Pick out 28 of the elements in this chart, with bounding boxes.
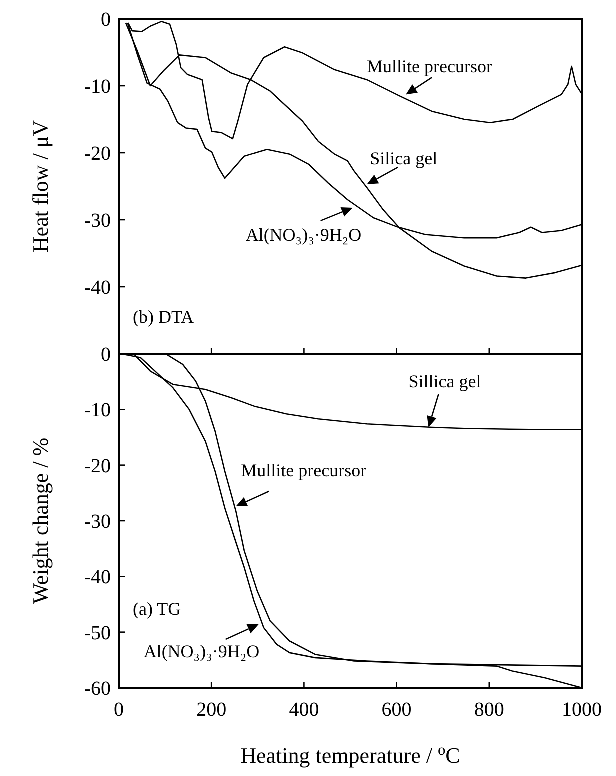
x-tick-label: 1000 — [562, 699, 602, 721]
annotation: (b) DTA — [133, 307, 194, 327]
x-tick-label: 600 — [382, 699, 412, 721]
y-tick-label: -20 — [84, 143, 111, 165]
y-axis-title: Weight change / % — [28, 438, 53, 604]
y-tick-label: -10 — [84, 76, 111, 98]
y-tick-label: 0 — [101, 9, 111, 31]
y-tick-label: -40 — [84, 277, 111, 299]
x-tick-label: 400 — [289, 699, 320, 721]
annotation: Al(NO₃)₃·9H₂O — [144, 642, 260, 662]
annotation: Sillica gel — [408, 371, 482, 392]
y-tick-label: -20 — [84, 455, 111, 478]
annotation: Mullite precursor — [367, 56, 493, 77]
y-tick-label: -10 — [84, 400, 111, 422]
x-tick-label: 800 — [474, 699, 504, 721]
y-tick-label: -30 — [84, 511, 111, 533]
y-tick-label: -40 — [84, 566, 111, 589]
y-tick-label: -50 — [84, 622, 111, 644]
y-tick-label: -30 — [84, 210, 111, 232]
annotation: Al(NO₃)₃·9H₂O — [246, 224, 362, 245]
y-tick-label: 0 — [101, 344, 111, 366]
annotation: (a) TG — [133, 599, 182, 619]
y-tick-label: -60 — [84, 678, 111, 700]
annotation: Silica gel — [370, 148, 438, 168]
x-tick-label: 200 — [196, 699, 227, 721]
annotation: Mullite precursor — [241, 460, 367, 481]
x-axis-title: Heating temperature / $^{o}$C — [240, 742, 460, 768]
y-axis-title: Heat flow / μV — [28, 120, 53, 253]
